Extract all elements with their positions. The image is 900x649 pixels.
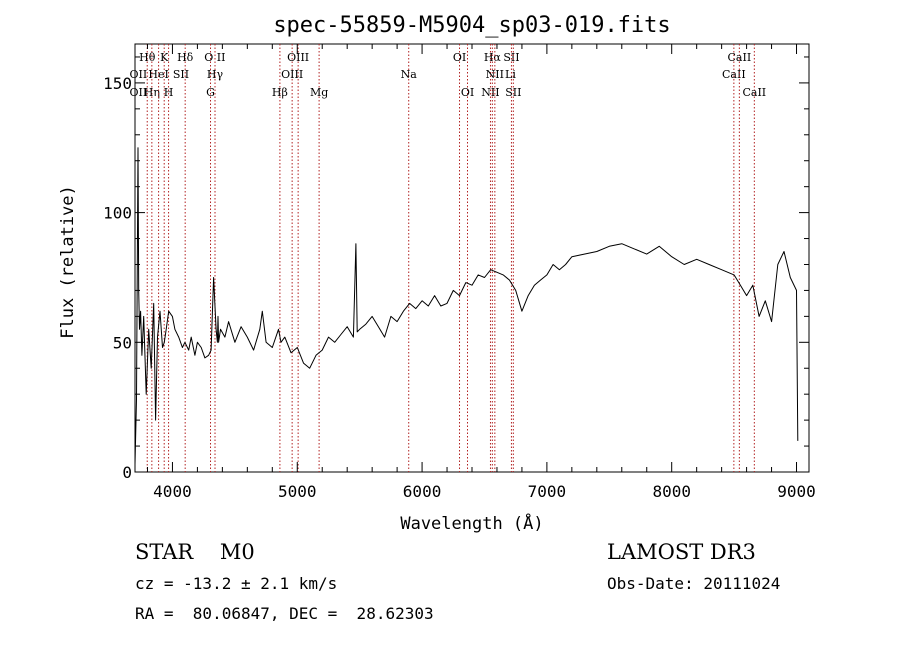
observation-date: Obs-Date: 20111024 <box>607 574 781 593</box>
y-tick-label: 50 <box>113 333 132 352</box>
line-label-10: OIII <box>287 51 309 64</box>
line-label-13: OI <box>453 51 466 64</box>
line-label-9: OIII <box>281 68 303 81</box>
line-label-12: Na <box>401 68 418 81</box>
line-label-20: CaII <box>722 68 746 81</box>
x-tick-label: 7000 <box>528 482 567 501</box>
line-label-3: K <box>160 51 169 64</box>
line-label-18: SII <box>503 51 519 64</box>
line-label-4: H <box>164 86 174 99</box>
line-label-extra-2: SII <box>173 68 189 81</box>
plot-frame <box>134 43 810 473</box>
x-tick-label: 6000 <box>403 482 442 501</box>
line-label-15: NII <box>481 86 499 99</box>
flux-line <box>134 147 799 465</box>
x-tick-label: 9000 <box>777 482 816 501</box>
line-label-22: CaII <box>742 86 766 99</box>
line-label-extra-1: OII <box>130 86 148 99</box>
line-label-7: Hγ <box>207 68 224 81</box>
line-label-19: SII <box>505 86 521 99</box>
flux-series <box>134 147 799 465</box>
x-tick-label: 4000 <box>153 482 192 501</box>
line-label-6: G <box>206 86 215 99</box>
line-label-1: Hη <box>144 86 160 99</box>
line-label-extra-4: Li <box>505 68 516 81</box>
line-label-extra-0: OII <box>130 68 148 81</box>
y-tick-label: 150 <box>103 74 132 93</box>
x-tick-label: 8000 <box>652 482 691 501</box>
line-label-extra-3: O II <box>204 51 225 64</box>
line-label-11: Mg <box>310 86 328 99</box>
line-label-2: HeI <box>148 68 168 81</box>
spectral-line-markers: Hθ Hη HeI K H Hδ G Hγ Hβ OIII OIII Mg Na OI OI NII Hα NII… <box>130 44 766 472</box>
line-label-8: Hβ <box>272 86 288 99</box>
ra-dec: RA = 80.06847, DEC = 28.62303 <box>135 604 434 623</box>
redshift-cz: cz = -13.2 ± 2.1 km/s <box>135 574 338 593</box>
line-label-14: OI <box>461 86 474 99</box>
object-class: STAR M0 <box>135 540 255 564</box>
line-label-21: CaII <box>728 51 752 64</box>
line-label-5: Hδ <box>177 51 194 64</box>
y-axis-label: Flux (relative) <box>58 185 78 339</box>
chart-title: spec-55859-M5904_sp03-019.fits <box>273 13 670 38</box>
line-label-17: NII <box>486 68 504 81</box>
x-tick-label: 5000 <box>278 482 317 501</box>
survey-name: LAMOST DR3 <box>607 540 756 564</box>
y-tick-label: 0 <box>122 463 132 482</box>
line-label-0: Hθ <box>139 51 156 64</box>
x-axis-label: Wavelength (Å) <box>400 512 543 534</box>
line-label-16: Hα <box>484 51 502 64</box>
y-tick-label: 100 <box>103 204 132 223</box>
